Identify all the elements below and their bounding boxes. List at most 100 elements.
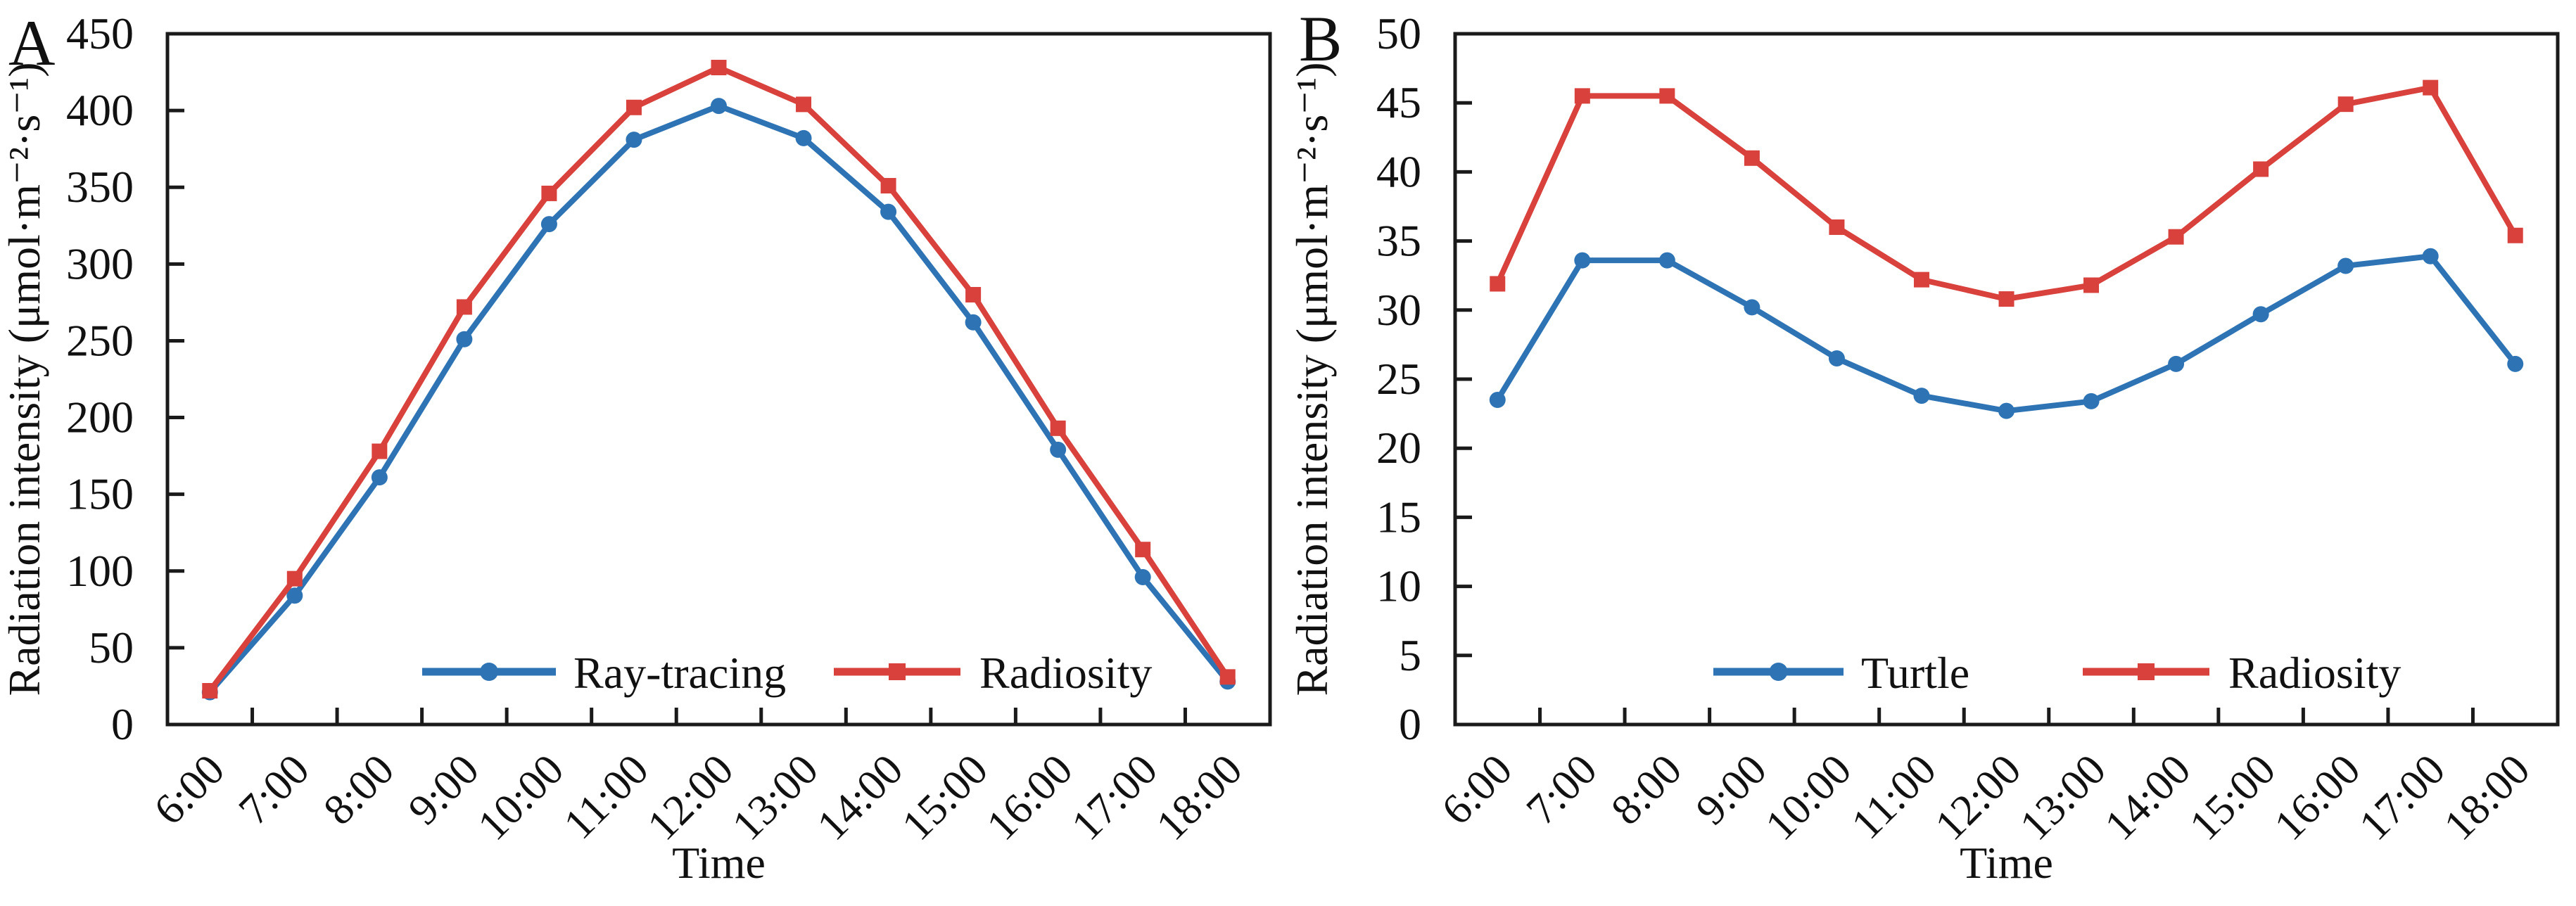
data-point-marker <box>796 96 812 113</box>
data-point-marker <box>2423 79 2439 96</box>
y-axis-tick-label: 15 <box>1376 492 1421 542</box>
data-point-marker <box>1744 150 1760 166</box>
legend-label: Ray-tracing <box>573 648 786 698</box>
x-axis-tick-label: 14:00 <box>2096 746 2200 850</box>
y-axis-tick-label: 25 <box>1376 354 1421 404</box>
series-line <box>1495 253 2518 414</box>
data-point-marker <box>2168 355 2185 372</box>
data-point-marker <box>1659 88 1675 104</box>
legend-marker <box>2138 663 2155 680</box>
x-axis-tick-label: 12:00 <box>638 746 742 850</box>
x-axis-tick-label: 16:00 <box>978 746 1082 850</box>
x-axis-tick-label: 10:00 <box>1756 746 1860 850</box>
y-axis-tick-label: 35 <box>1376 216 1421 266</box>
plot-area-border <box>165 32 1272 727</box>
data-point-marker <box>2252 306 2269 323</box>
x-axis-tick-label: 15:00 <box>893 746 997 850</box>
y-axis-tick-label: 40 <box>1376 146 1421 196</box>
data-point-marker <box>1998 291 2015 307</box>
legend-marker <box>889 663 906 680</box>
series-line <box>207 65 1231 694</box>
data-point-marker <box>711 60 727 76</box>
data-point-marker <box>795 129 812 146</box>
x-axis-tick-label: 16:00 <box>2266 746 2370 850</box>
data-point-marker <box>2337 257 2354 274</box>
x-axis-tick-label: 8:00 <box>315 746 403 834</box>
data-point-marker <box>541 185 557 201</box>
data-point-marker <box>965 314 982 331</box>
y-axis-tick-label: 450 <box>66 8 134 58</box>
data-point-marker <box>1050 420 1066 436</box>
data-point-marker <box>1574 252 1591 269</box>
x-axis-tick-label: 14:00 <box>808 746 913 850</box>
x-axis-tick-label: 17:00 <box>2350 746 2454 850</box>
data-point-marker <box>1050 441 1067 458</box>
data-point-marker <box>1913 388 1930 404</box>
series-turtle <box>1489 248 2524 419</box>
data-point-marker <box>286 570 303 587</box>
x-axis-title: Time <box>1960 838 2053 888</box>
panel-b-chart: B051015202530354045506:007:008:009:0010:… <box>1288 3 2560 888</box>
y-axis-tick-label: 0 <box>1399 699 1421 749</box>
data-point-marker <box>2507 227 2523 243</box>
data-point-marker <box>371 469 388 486</box>
data-point-marker <box>2083 393 2100 409</box>
y-axis-tick-label: 50 <box>1376 8 1421 58</box>
y-axis-tick-label: 0 <box>111 699 134 749</box>
x-axis-tick-label: 18:00 <box>2435 746 2539 850</box>
y-axis-tick-label: 350 <box>66 162 134 212</box>
data-point-marker <box>880 178 896 194</box>
x-axis-tick-label: 13:00 <box>2011 746 2115 850</box>
data-point-marker <box>880 203 897 220</box>
series-line <box>207 103 1231 696</box>
data-point-marker <box>372 443 388 459</box>
legend-label: Turtle <box>1861 648 1969 698</box>
data-point-marker <box>286 587 303 604</box>
y-axis-tick-label: 50 <box>89 623 134 672</box>
series-radiosity <box>1490 79 2523 307</box>
x-axis-tick-label: 7:00 <box>1518 746 1606 834</box>
legend-label: Radiosity <box>979 648 1152 698</box>
x-axis-tick-label: 12:00 <box>1926 746 2030 850</box>
series-line <box>1495 84 2518 302</box>
y-axis-tick-label: 300 <box>66 238 134 288</box>
y-axis-tick-label: 200 <box>66 393 134 442</box>
y-axis-tick-label: 150 <box>66 469 134 519</box>
legend: Ray-tracing Radiosity <box>422 648 1152 698</box>
data-point-marker <box>1489 391 1506 408</box>
data-point-marker <box>540 216 557 233</box>
data-point-marker <box>1135 542 1151 558</box>
y-axis-tick-label: 100 <box>66 546 134 596</box>
data-point-marker <box>626 99 642 115</box>
plot-area-border <box>1453 32 2560 727</box>
y-axis-tick-label: 45 <box>1376 77 1421 127</box>
y-axis-title: Radiation intensity (μmol·m⁻²·s⁻¹) <box>0 62 49 696</box>
data-point-marker <box>1134 569 1151 586</box>
data-point-marker <box>1574 88 1590 104</box>
data-point-marker <box>2507 355 2524 372</box>
y-axis-tick-label: 400 <box>66 85 134 135</box>
x-axis-tick-label: 6:00 <box>145 746 234 834</box>
data-point-marker <box>1744 299 1760 316</box>
x-axis-tick-label: 8:00 <box>1602 746 1691 834</box>
panel-letter: A <box>8 7 55 79</box>
data-point-marker <box>2253 161 2269 177</box>
legend-marker <box>480 663 498 681</box>
x-axis-title: Time <box>672 838 766 888</box>
data-point-marker <box>626 132 642 148</box>
legend-marker <box>1769 663 1788 681</box>
legend-label: Radiosity <box>2228 648 2401 698</box>
y-axis-tick-label: 30 <box>1376 285 1421 335</box>
x-axis-tick-label: 6:00 <box>1433 746 1521 834</box>
y-axis-tick-label: 250 <box>66 315 134 365</box>
data-point-marker <box>2422 248 2439 264</box>
data-point-marker <box>456 331 473 347</box>
panel-letter: B <box>1299 3 1342 75</box>
x-axis-tick-label: 18:00 <box>1148 746 1252 850</box>
data-point-marker <box>1829 219 1845 235</box>
data-point-marker <box>1219 669 1236 685</box>
y-axis-tick-label: 5 <box>1399 630 1421 680</box>
data-point-marker <box>1998 402 2015 419</box>
data-point-marker <box>2168 229 2184 245</box>
